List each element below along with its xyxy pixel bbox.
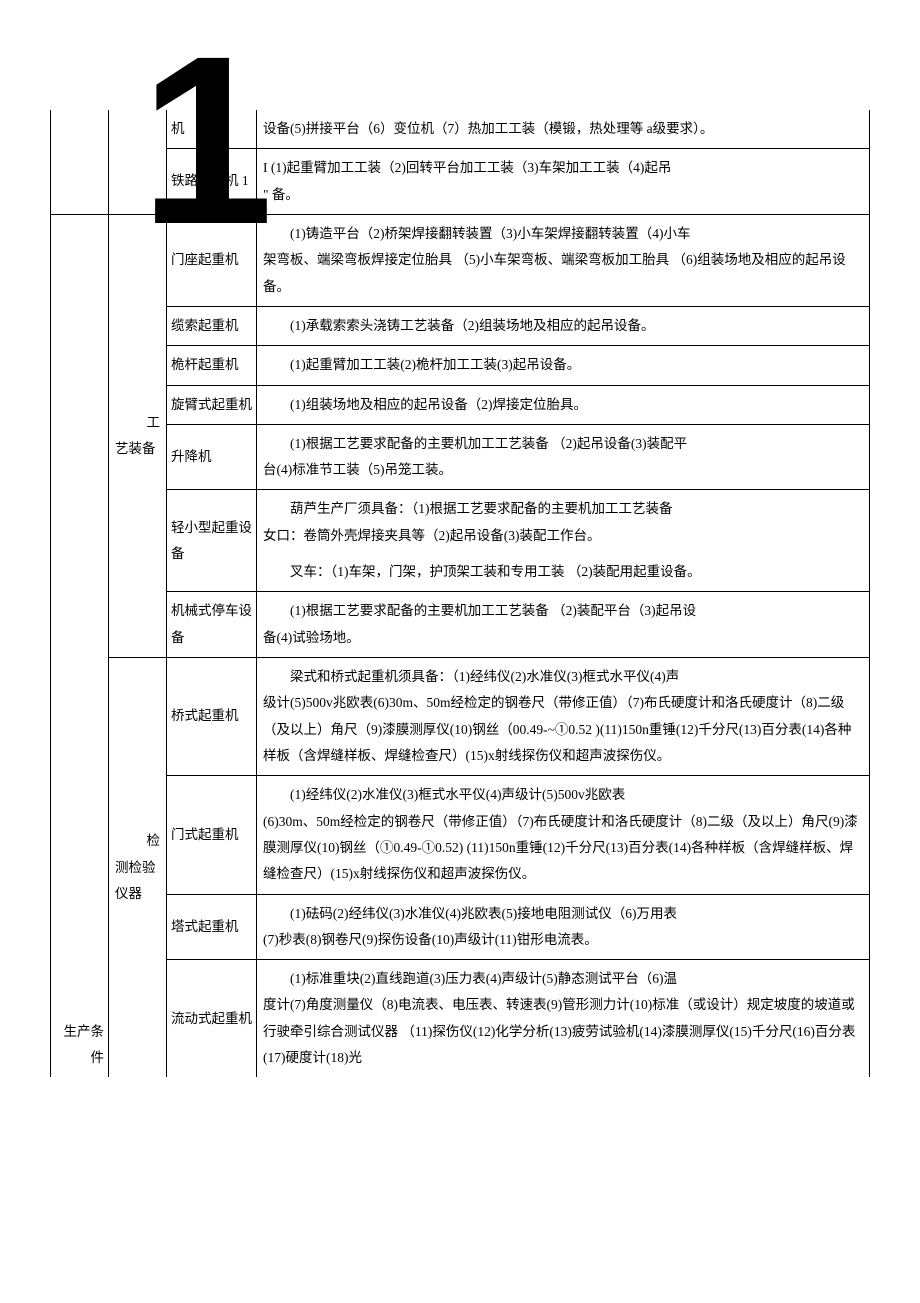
cell-text: 流动式起重机 bbox=[171, 1011, 252, 1026]
table-row: 桅杆起重机 (1)起重臂加工工装(2)桅杆加工工装(3)起吊设备。 bbox=[51, 346, 870, 385]
cell-text: 机 bbox=[171, 121, 185, 136]
equip-desc: (1)根据工艺要求配备的主要机加工工艺装备 （2)起吊设备(3)装配平 台(4)… bbox=[257, 424, 870, 490]
equip-name: 轻小型起重设备 bbox=[167, 490, 257, 592]
equip-desc: (1)组装场地及相应的起吊设备（2)焊接定位胎具。 bbox=[257, 385, 870, 424]
equip-name: 门座起重机 bbox=[167, 214, 257, 306]
cell-text: 旋臂式起重机 bbox=[171, 397, 252, 412]
equip-name: 机械式停车设备 bbox=[167, 592, 257, 658]
cell-text: (1)组装场地及相应的起吊设备（2)焊接定位胎具。 bbox=[263, 392, 863, 418]
cell-text: 门式起重机 bbox=[171, 827, 239, 842]
equip-desc: 设备(5)拼接平台（6）变位机（7）热加工工装（模锻，热处理等 a级要求）。 bbox=[257, 110, 870, 149]
table-row: 升降机 (1)根据工艺要求配备的主要机加工工艺装备 （2)起吊设备(3)装配平 … bbox=[51, 424, 870, 490]
cell-text: " 备。 bbox=[263, 182, 863, 208]
equip-name: 缆索起重机 bbox=[167, 306, 257, 345]
cell-text: 铁路起重机 1 bbox=[171, 173, 249, 188]
cell-text: 检 bbox=[113, 828, 162, 854]
equip-name: 桅杆起重机 bbox=[167, 346, 257, 385]
cell-text: 架弯板、端梁弯板焊接定位胎具 （5)小车架弯板、端梁弯板加工胎具 （6)组装场地… bbox=[263, 247, 863, 300]
cell-text: 女口：卷筒外壳焊接夹具等（2)起吊设备(3)装配工作台。 bbox=[263, 523, 863, 549]
table-row: 机 设备(5)拼接平台（6）变位机（7）热加工工装（模锻，热处理等 a级要求）。 bbox=[51, 110, 870, 149]
cell-text: 桅杆起重机 bbox=[171, 357, 239, 372]
table-row: 流动式起重机 (1)标准重块(2)直线跑道(3)压力表(4)声级计(5)静态测试… bbox=[51, 960, 870, 1078]
level2-label-jcjy: 检 测检验仪器 bbox=[109, 658, 167, 1078]
table-row: 旋臂式起重机 (1)组装场地及相应的起吊设备（2)焊接定位胎具。 bbox=[51, 385, 870, 424]
equip-name: 流动式起重机 bbox=[167, 960, 257, 1078]
table-row: 生产条件 工 艺装备 门座起重机 (1)铸造平台（2)桥架焊接翻转装置（3)小车… bbox=[51, 214, 870, 306]
table-row: 铁路起重机 1 I (1)起重臂加工工装（2)回转平台加工工装（3)车架加工工装… bbox=[51, 149, 870, 215]
cell-text: 桥式起重机 bbox=[171, 708, 239, 723]
equip-name: 塔式起重机 bbox=[167, 894, 257, 960]
cell-text: 轻小型起重设备 bbox=[171, 520, 252, 561]
equip-name: 门式起重机 bbox=[167, 776, 257, 894]
cell-text: 工 bbox=[113, 410, 162, 436]
cell-text: (1)承载索索头浇铸工艺装备（2)组装场地及相应的起吊设备。 bbox=[263, 313, 863, 339]
equip-desc: I (1)起重臂加工工装（2)回转平台加工工装（3)车架加工工装（4)起吊 " … bbox=[257, 149, 870, 215]
cell-text: 升降机 bbox=[171, 449, 212, 464]
equip-desc: (1)砝码(2)经纬仪(3)水准仪(4)兆欧表(5)接地电阻测试仪（6)万用表 … bbox=[257, 894, 870, 960]
cell-text: (1)起重臂加工工装(2)桅杆加工工装(3)起吊设备。 bbox=[263, 352, 863, 378]
cell-text: I (1)起重臂加工工装（2)回转平台加工工装（3)车架加工工装（4)起吊 bbox=[263, 155, 863, 181]
cell-text: 测检验仪器 bbox=[113, 855, 162, 908]
cell-text: 级计(5)500v兆欧表(6)30m、50m经检定的钢卷尺（带修正值）（7)布氏… bbox=[263, 690, 863, 769]
cell-text: 门座起重机 bbox=[171, 252, 239, 267]
equip-desc: (1)标准重块(2)直线跑道(3)压力表(4)声级计(5)静态测试平台（6)温 … bbox=[257, 960, 870, 1078]
spec-table: 机 设备(5)拼接平台（6）变位机（7）热加工工装（模锻，热处理等 a级要求）。… bbox=[50, 110, 870, 1077]
cell-text: (1)标准重块(2)直线跑道(3)压力表(4)声级计(5)静态测试平台（6)温 bbox=[263, 966, 863, 992]
equip-desc: (1)起重臂加工工装(2)桅杆加工工装(3)起吊设备。 bbox=[257, 346, 870, 385]
table-row: 塔式起重机 (1)砝码(2)经纬仪(3)水准仪(4)兆欧表(5)接地电阻测试仪（… bbox=[51, 894, 870, 960]
cell-text: 生产条件 bbox=[55, 1019, 104, 1072]
equip-name: 铁路起重机 1 bbox=[167, 149, 257, 215]
cell-text: 台(4)标准节工装（5)吊笼工装。 bbox=[263, 457, 863, 483]
equip-desc: 梁式和桥式起重机须具备：（1)经纬仪(2)水准仪(3)框式水平仪(4)声 级计(… bbox=[257, 658, 870, 776]
table-row: 检 测检验仪器 桥式起重机 梁式和桥式起重机须具备：（1)经纬仪(2)水准仪(3… bbox=[51, 658, 870, 776]
equip-name: 升降机 bbox=[167, 424, 257, 490]
table-row: 缆索起重机 (1)承载索索头浇铸工艺装备（2)组装场地及相应的起吊设备。 bbox=[51, 306, 870, 345]
cell-text: 梁式和桥式起重机须具备：（1)经纬仪(2)水准仪(3)框式水平仪(4)声 bbox=[263, 664, 863, 690]
equip-desc: 葫芦生产厂须具备：（1)根据工艺要求配备的主要机加工工艺装备 女口：卷筒外壳焊接… bbox=[257, 490, 870, 592]
cell-text: 艺装备 bbox=[113, 436, 162, 462]
level1-label: 生产条件 bbox=[51, 214, 109, 1077]
equip-name: 旋臂式起重机 bbox=[167, 385, 257, 424]
equip-desc: (1)承载索索头浇铸工艺装备（2)组装场地及相应的起吊设备。 bbox=[257, 306, 870, 345]
cell-text: (1)铸造平台（2)桥架焊接翻转装置（3)小车架焊接翻转装置（4)小车 bbox=[263, 221, 863, 247]
table-row: 机械式停车设备 (1)根据工艺要求配备的主要机加工工艺装备 （2)装配平台（3)… bbox=[51, 592, 870, 658]
table-row: 轻小型起重设备 葫芦生产厂须具备：（1)根据工艺要求配备的主要机加工工艺装备 女… bbox=[51, 490, 870, 592]
cell-text: 叉车：（1)车架，门架，护顶架工装和专用工装 （2)装配用起重设备。 bbox=[263, 559, 863, 585]
cell-text: 备(4)试验场地。 bbox=[263, 625, 863, 651]
level2-label-yizhb: 工 艺装备 bbox=[109, 214, 167, 657]
cell-text: (6)30m、50m经检定的钢卷尺（带修正值）（7)布氏硬度计和洛氏硬度计（8)… bbox=[263, 809, 863, 888]
cell-text: (1)根据工艺要求配备的主要机加工工艺装备 （2)装配平台（3)起吊设 bbox=[263, 598, 863, 624]
equip-desc: (1)经纬仪(2)水准仪(3)框式水平仪(4)声级计(5)500v兆欧表 (6)… bbox=[257, 776, 870, 894]
equip-name: 机 bbox=[167, 110, 257, 149]
cell-text: (1)经纬仪(2)水准仪(3)框式水平仪(4)声级计(5)500v兆欧表 bbox=[263, 782, 863, 808]
cell-text: 缆索起重机 bbox=[171, 318, 239, 333]
equip-desc: (1)根据工艺要求配备的主要机加工工艺装备 （2)装配平台（3)起吊设 备(4)… bbox=[257, 592, 870, 658]
cell-text: 葫芦生产厂须具备：（1)根据工艺要求配备的主要机加工工艺装备 bbox=[263, 496, 863, 522]
equip-name: 桥式起重机 bbox=[167, 658, 257, 776]
page-container: 1 机 设备(5)拼接平台（6）变位机（7）热加工工装（模锻，热处理等 a级要求… bbox=[0, 0, 920, 1303]
cell-text: 设备(5)拼接平台（6）变位机（7）热加工工装（模锻，热处理等 a级要求）。 bbox=[263, 116, 863, 142]
cell-text: (7)秒表(8)钢卷尺(9)探伤设备(10)声级计(11)钳形电流表。 bbox=[263, 927, 863, 953]
cell-text: (1)砝码(2)经纬仪(3)水准仪(4)兆欧表(5)接地电阻测试仪（6)万用表 bbox=[263, 901, 863, 927]
cell-text: 塔式起重机 bbox=[171, 919, 239, 934]
cell-text: 度计(7)角度测量仪（8)电流表、电压表、转速表(9)管形测力计(10)标准（或… bbox=[263, 992, 863, 1071]
cell-text: (1)根据工艺要求配备的主要机加工工艺装备 （2)起吊设备(3)装配平 bbox=[263, 431, 863, 457]
table-row: 门式起重机 (1)经纬仪(2)水准仪(3)框式水平仪(4)声级计(5)500v兆… bbox=[51, 776, 870, 894]
cell-text: 机械式停车设备 bbox=[171, 603, 252, 644]
equip-desc: (1)铸造平台（2)桥架焊接翻转装置（3)小车架焊接翻转装置（4)小车 架弯板、… bbox=[257, 214, 870, 306]
